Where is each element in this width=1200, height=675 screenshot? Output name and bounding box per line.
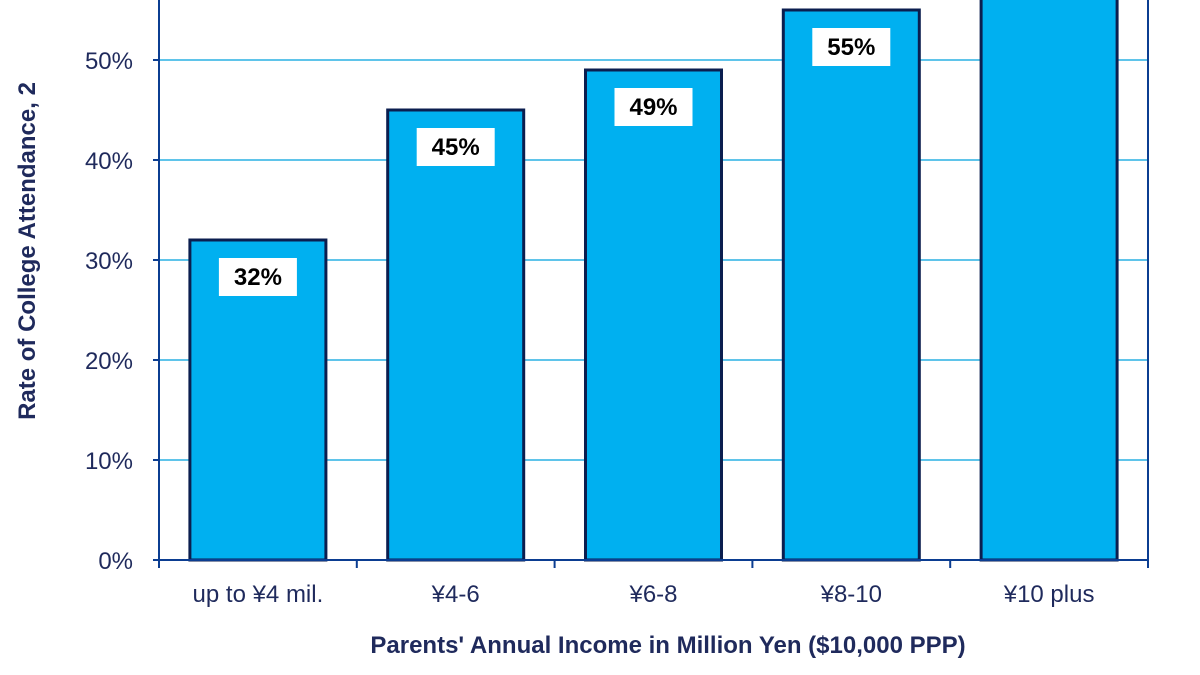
bar — [584, 68, 723, 562]
x-tick-label: ¥10 plus — [1003, 581, 1095, 608]
data-label-box — [812, 28, 891, 66]
data-label-box — [416, 128, 495, 166]
axes — [153, 0, 1149, 568]
x-tick-label: ¥6-8 — [628, 581, 677, 608]
y-tick-label: 10% — [85, 448, 133, 475]
data-labels: 32% 45% 49% 55% — [218, 28, 891, 296]
data-label-box — [218, 258, 297, 296]
tick-labels: up to ¥4 mil. ¥4-6 ¥6-8 ¥8-10 ¥10 plus 0% 10% 2… — [85, 48, 1095, 608]
y-tick-label: 0% — [98, 548, 133, 575]
data-label-box — [614, 88, 693, 126]
x-tick-label: ¥8-10 — [820, 581, 882, 608]
x-axis-title: Parents' Annual Income in Million Yen ($… — [370, 632, 965, 659]
data-label: 55% — [827, 34, 875, 61]
x-tick-label: up to ¥4 mil. — [193, 581, 324, 608]
x-tick-label: ¥4-6 — [431, 581, 480, 608]
bar — [781, 8, 921, 562]
data-label: 45% — [432, 134, 480, 161]
bar — [979, 0, 1119, 562]
y-tick-label: 50% — [85, 48, 133, 75]
y-tick-label: 20% — [85, 348, 133, 375]
y-axis-title: Rate of College Attendance, 2 — [14, 82, 41, 420]
data-label: 32% — [234, 264, 282, 291]
bars — [188, 0, 1119, 562]
bar — [386, 108, 526, 562]
y-tick-label: 40% — [85, 148, 133, 175]
y-tick-label: 30% — [85, 248, 133, 275]
data-label: 49% — [629, 94, 677, 121]
